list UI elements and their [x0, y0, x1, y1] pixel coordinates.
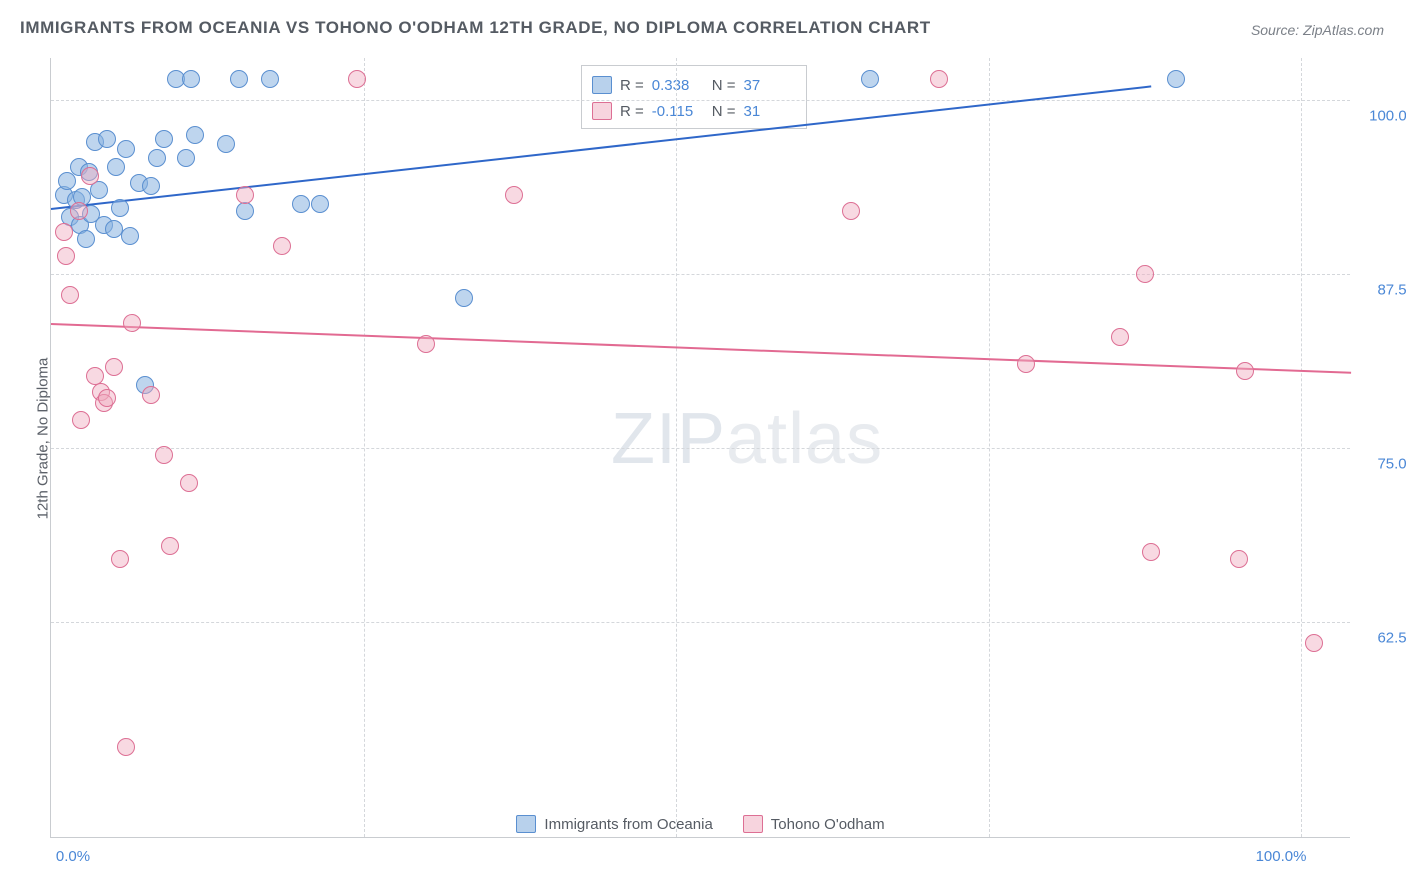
- data-point-tohono: [57, 247, 75, 265]
- r-value: 0.338: [652, 77, 704, 94]
- data-point-oceania: [186, 126, 204, 144]
- n-value: 31: [744, 103, 796, 120]
- data-point-tohono: [155, 446, 173, 464]
- data-point-oceania: [455, 289, 473, 307]
- legend-swatch-icon: [743, 815, 763, 833]
- y-tick-label: 100.0%: [1360, 107, 1406, 124]
- legend-label: Tohono O'odham: [771, 816, 885, 833]
- data-point-oceania: [292, 195, 310, 213]
- y-axis-label: 12th Grade, No Diploma: [34, 358, 51, 520]
- data-point-oceania: [117, 140, 135, 158]
- data-point-oceania: [121, 227, 139, 245]
- data-point-oceania: [861, 70, 879, 88]
- legend-item: Immigrants from Oceania: [516, 815, 712, 833]
- watermark: ZIPatlas: [611, 398, 883, 480]
- data-point-oceania: [98, 130, 116, 148]
- data-point-oceania: [311, 195, 329, 213]
- data-point-tohono: [111, 550, 129, 568]
- data-point-tohono: [505, 186, 523, 204]
- gridline-horizontal: [51, 100, 1350, 101]
- data-point-tohono: [1111, 328, 1129, 346]
- gridline-vertical: [1301, 58, 1302, 837]
- data-point-tohono: [86, 367, 104, 385]
- legend-label: Immigrants from Oceania: [544, 816, 712, 833]
- data-point-oceania: [107, 158, 125, 176]
- data-point-oceania: [261, 70, 279, 88]
- data-point-tohono: [1142, 543, 1160, 561]
- data-point-tohono: [1236, 362, 1254, 380]
- stats-legend-box: R = 0.338 N = 37 R = -0.115 N = 31: [581, 65, 807, 129]
- y-tick-label: 62.5%: [1360, 630, 1406, 647]
- r-value: -0.115: [652, 103, 704, 120]
- data-point-tohono: [161, 537, 179, 555]
- data-point-tohono: [180, 474, 198, 492]
- data-point-tohono: [236, 186, 254, 204]
- square-swatch-icon: [592, 102, 612, 120]
- data-point-oceania: [177, 149, 195, 167]
- chart-title: IMMIGRANTS FROM OCEANIA VS TOHONO O'ODHA…: [20, 18, 931, 38]
- data-point-tohono: [142, 386, 160, 404]
- data-point-tohono: [70, 202, 88, 220]
- data-point-tohono: [117, 738, 135, 756]
- legend-swatch-icon: [516, 815, 536, 833]
- data-point-tohono: [348, 70, 366, 88]
- x-tick-label: 100.0%: [1256, 848, 1307, 865]
- data-point-tohono: [1230, 550, 1248, 568]
- r-label: R =: [618, 103, 646, 120]
- gridline-horizontal: [51, 274, 1350, 275]
- data-point-tohono: [273, 237, 291, 255]
- gridline-vertical: [676, 58, 677, 837]
- n-value: 37: [744, 77, 796, 94]
- data-point-oceania: [155, 130, 173, 148]
- data-point-tohono: [1017, 355, 1035, 373]
- stats-row: R = 0.338 N = 37: [592, 72, 796, 98]
- n-label: N =: [710, 103, 738, 120]
- data-point-tohono: [123, 314, 141, 332]
- data-point-tohono: [842, 202, 860, 220]
- source-attribution: Source: ZipAtlas.com: [1251, 22, 1384, 38]
- data-point-oceania: [182, 70, 200, 88]
- scatter-chart: ZIPatlas R = 0.338 N = 37 R = -0.115 N = 31 Imm…: [50, 58, 1350, 838]
- gridline-horizontal: [51, 448, 1350, 449]
- data-point-tohono: [1305, 634, 1323, 652]
- y-tick-label: 87.5%: [1360, 281, 1406, 298]
- square-swatch-icon: [592, 76, 612, 94]
- data-point-tohono: [61, 286, 79, 304]
- trend-line-tohono: [51, 323, 1351, 374]
- watermark-rest: atlas: [726, 399, 883, 479]
- data-point-oceania: [111, 199, 129, 217]
- x-tick-label: 0.0%: [56, 848, 90, 865]
- bottom-legend: Immigrants from Oceania Tohono O'odham: [51, 815, 1350, 833]
- gridline-horizontal: [51, 622, 1350, 623]
- data-point-tohono: [1136, 265, 1154, 283]
- data-point-oceania: [142, 177, 160, 195]
- data-point-tohono: [930, 70, 948, 88]
- gridline-vertical: [989, 58, 990, 837]
- data-point-oceania: [217, 135, 235, 153]
- data-point-tohono: [417, 335, 435, 353]
- data-point-oceania: [236, 202, 254, 220]
- data-point-oceania: [1167, 70, 1185, 88]
- n-label: N =: [710, 77, 738, 94]
- r-label: R =: [618, 77, 646, 94]
- data-point-tohono: [105, 358, 123, 376]
- data-point-oceania: [230, 70, 248, 88]
- data-point-oceania: [148, 149, 166, 167]
- data-point-tohono: [81, 167, 99, 185]
- stats-row: R = -0.115 N = 31: [592, 98, 796, 124]
- legend-item: Tohono O'odham: [743, 815, 885, 833]
- data-point-tohono: [72, 411, 90, 429]
- data-point-tohono: [55, 223, 73, 241]
- y-tick-label: 75.0%: [1360, 456, 1406, 473]
- data-point-oceania: [77, 230, 95, 248]
- watermark-bold: ZIP: [611, 399, 726, 479]
- data-point-tohono: [98, 389, 116, 407]
